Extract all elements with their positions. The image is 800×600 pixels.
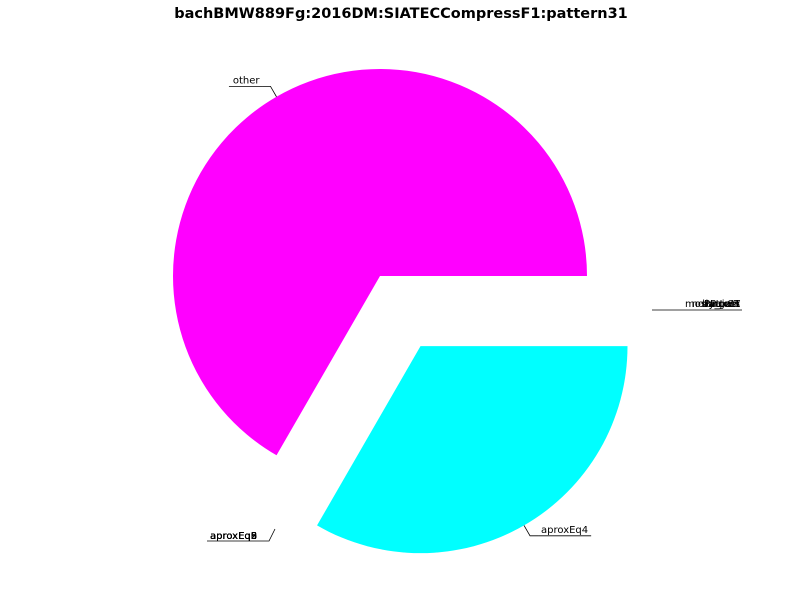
pie-label-by-part: by_part (702, 299, 740, 310)
pie-labels: other aproxEq4 largestby_partmostPointsmax… (207, 75, 742, 542)
pie-label-aproxeq4: aproxEq4 (541, 525, 588, 536)
chart-title: bachBMW889Fg:2016DM:SIATECCompressF1:pat… (174, 6, 628, 22)
left-stacked-leader (207, 528, 276, 542)
pie-label-nopattern: noPattern (692, 299, 740, 310)
pie-label-largest: largest (706, 299, 741, 310)
pie-label-aproxeq9: aproxEq9 (210, 531, 257, 542)
pie-label-maxct: maxCT (705, 299, 741, 310)
pie-slice-other (172, 68, 588, 456)
pie-label-aproxeq5: aproxEq5 (210, 531, 257, 542)
leader-line-aproxeq4 (523, 525, 539, 537)
pie-label-aproxeq2: aproxEq2 (210, 531, 257, 542)
pie-slice-aproxeq4 (317, 346, 628, 554)
pie-label-aproxeq6: aproxEq6 (210, 531, 257, 542)
pie-label-mostpoints: mostPoints (685, 299, 740, 310)
pie-label-aproxeq8: aproxEq8 (210, 531, 257, 542)
leader-line-other (262, 85, 277, 97)
pie-slices (172, 68, 628, 554)
pie-label-aproxeq3: aproxEq3 (210, 531, 257, 542)
pie-label-other: other (233, 75, 261, 86)
